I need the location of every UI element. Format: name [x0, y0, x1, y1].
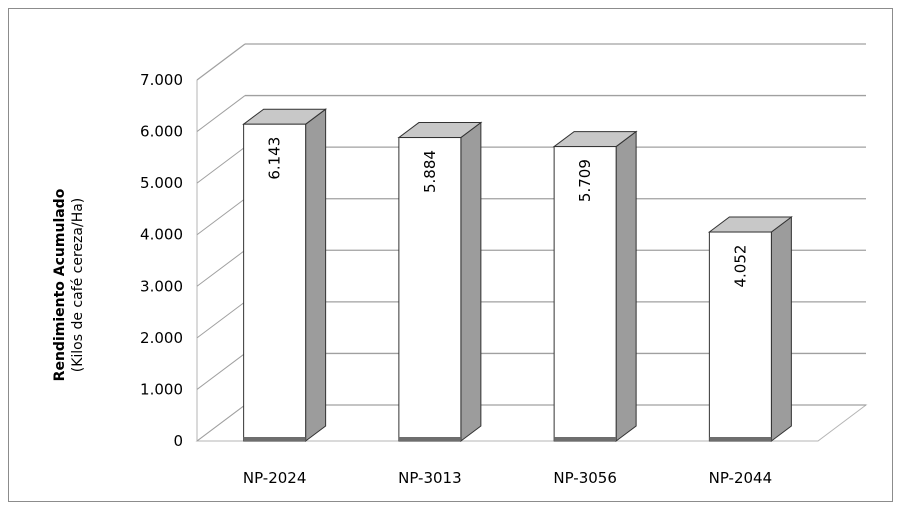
bar-np-2024: 6.143 — [242, 108, 328, 442]
bar-side — [770, 216, 792, 442]
y-axis-title-main: Rendimiento Acumulado — [52, 188, 68, 381]
gridline-diagonal — [196, 43, 246, 81]
x-tick-label: NP-3056 — [553, 469, 617, 487]
gridline-diagonal — [196, 95, 246, 132]
bar-base — [243, 437, 306, 441]
y-tick-label: 4.000 — [140, 226, 183, 244]
bar-np-3056: 5.709 — [552, 130, 638, 442]
gridline-diagonal — [196, 353, 246, 390]
bar-base — [554, 437, 617, 441]
gridline-diagonal — [196, 146, 246, 184]
bar-side — [460, 121, 482, 442]
y-tick-label: 2.000 — [140, 329, 183, 347]
gridline-diagonal — [196, 249, 246, 287]
bar-np-2044: 4.052 — [707, 216, 793, 442]
bars: 6.143 5.884 5.709 4.052 — [242, 108, 793, 442]
data-label: 6.143 — [266, 137, 284, 180]
bar-side — [615, 130, 637, 442]
x-tick-label: NP-3013 — [398, 469, 462, 487]
y-tick-label: 7.000 — [140, 71, 183, 89]
x-tick-label: NP-2044 — [709, 469, 773, 487]
y-tick-label: 6.000 — [140, 123, 183, 141]
bar — [398, 137, 462, 442]
gridline-diagonal — [196, 301, 246, 339]
bar — [708, 231, 772, 442]
gridline-diagonal — [196, 404, 246, 442]
y-tick-label: 5.000 — [140, 174, 183, 192]
bar-base — [398, 437, 461, 441]
y-axis-ticks: 0 1.000 2.000 3.000 4.000 5.000 6.000 7.000 — [140, 71, 183, 450]
bar-np-3013: 5.884 — [397, 121, 483, 442]
data-label: 5.709 — [576, 159, 594, 202]
data-label: 4.052 — [731, 245, 749, 288]
y-axis-title-sub: (Kilos de café cereza/Ha) — [70, 198, 86, 373]
x-tick-label: NP-2024 — [243, 469, 307, 487]
y-axis-title: Rendimiento Acumulado (Kilos de café cer… — [52, 188, 86, 381]
y-tick-label: 3.000 — [140, 277, 183, 295]
x-axis-ticks: NP-2024 NP-3013 NP-3056 NP-2044 — [243, 469, 772, 487]
y-tick-label: 1.000 — [140, 380, 183, 398]
data-label: 5.884 — [421, 150, 439, 193]
y-tick-label: 0 — [173, 432, 183, 450]
gridline-diagonal — [196, 198, 246, 236]
bar — [553, 146, 617, 442]
bar-side — [305, 108, 327, 442]
bar-base — [709, 437, 772, 441]
